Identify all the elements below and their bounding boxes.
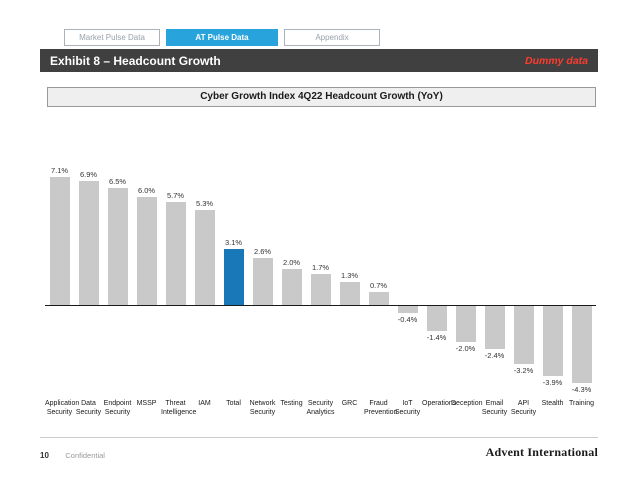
value-label: -0.4%	[397, 315, 418, 325]
chart-column: 5.3%	[190, 165, 219, 398]
value-label: 6.9%	[79, 169, 98, 179]
chart-column: 1.7%	[306, 165, 335, 398]
bar-data-security	[78, 180, 99, 305]
category-label: Endpoint Security	[103, 400, 132, 416]
chart-column: 6.9%	[74, 165, 103, 398]
category-label: Operations	[422, 400, 457, 407]
bar-api-security	[513, 306, 534, 364]
value-label: -2.4%	[484, 351, 505, 361]
category-label: Security Analytics	[306, 400, 335, 416]
bar-total	[223, 249, 244, 305]
bar-fraud-prevention	[368, 292, 389, 305]
chart-column: 7.1%	[45, 165, 74, 398]
chart-column: 6.0%	[132, 165, 161, 398]
chart-column: 1.3%	[335, 165, 364, 398]
value-label: -2.0%	[455, 344, 476, 353]
category-label: IoT Security	[394, 400, 421, 416]
footer-left: 10 Confidential	[40, 445, 105, 463]
category-axis: Application Security Data Security Endpoin…	[45, 400, 596, 418]
value-label: 2.0%	[282, 258, 301, 267]
value-label: 5.7%	[166, 191, 185, 201]
bar-endpoint-security	[107, 188, 128, 305]
chart-column: -2.4%	[480, 165, 509, 398]
bar-chart: 7.1% 6.9% 6.5% 6.0% 5.7% 5.3% 3.1% 2.6% 2.0% 1.7%…	[45, 165, 596, 398]
value-label: 6.0%	[137, 186, 156, 195]
category-label: Email Security	[481, 400, 508, 416]
confidential-label: Confidential	[65, 451, 105, 460]
chart-column: -1.4%	[422, 165, 451, 398]
chart-column: 2.6%	[248, 165, 277, 398]
tab-market-pulse-data[interactable]: Market Pulse Data	[64, 29, 160, 46]
chart-column: 2.0%	[277, 165, 306, 398]
category-label: API Security	[510, 400, 537, 416]
exhibit-header: Exhibit 8 – Headcount Growth Dummy data	[40, 49, 598, 72]
category-label: Threat Intelligence	[161, 400, 197, 416]
value-label: 3.1%	[224, 238, 243, 248]
value-label: 0.7%	[369, 281, 388, 291]
value-label: 6.5%	[108, 177, 127, 186]
category-label: IAM	[198, 400, 211, 407]
chart-column: -2.0%	[451, 165, 480, 398]
value-label: 7.1%	[50, 166, 69, 176]
dummy-data-watermark: Dummy data	[524, 54, 588, 67]
footer: 10 Confidential Advent International	[40, 437, 598, 463]
value-label: 1.7%	[311, 263, 330, 273]
bar-testing	[281, 269, 302, 305]
chart-column: -3.2%	[509, 165, 538, 398]
category-label: Fraud Prevention	[364, 400, 398, 416]
category-label: Testing	[280, 400, 303, 407]
chart-column: -0.4%	[393, 165, 422, 398]
bar-grc	[339, 281, 360, 305]
bar-operations	[426, 306, 447, 332]
bar-training	[571, 306, 592, 384]
brand-logo: Advent International	[485, 445, 598, 459]
value-label: -3.9%	[542, 378, 563, 388]
category-label: GRC	[341, 400, 358, 407]
category-label: Deception	[451, 400, 483, 407]
value-label: 1.3%	[340, 270, 359, 280]
category-label: Stealth	[541, 400, 564, 407]
value-label: -4.3%	[571, 385, 592, 395]
category-label: MSSP	[136, 400, 157, 407]
value-label: -1.4%	[426, 333, 447, 343]
bar-application-security	[49, 177, 70, 305]
bar-mssp	[136, 197, 157, 305]
category-label: Data Security	[75, 400, 102, 416]
chart-title: Cyber Growth Index 4Q22 Headcount Growth…	[47, 87, 596, 107]
bar-network-security	[252, 258, 273, 305]
tab-appendix[interactable]: Appendix	[284, 29, 380, 46]
value-label: 5.3%	[195, 198, 214, 208]
chart-column: -4.3%	[567, 165, 596, 398]
tab-bar: Market Pulse Data AT Pulse Data Appendix	[64, 29, 380, 46]
page-title: Exhibit 8 – Headcount Growth	[50, 53, 221, 68]
bar-security-analytics	[310, 274, 331, 305]
category-label: Application Security	[45, 400, 80, 416]
value-label: -3.2%	[513, 365, 534, 375]
bar-deception	[455, 306, 476, 342]
chart-column: 5.7%	[161, 165, 190, 398]
bar-stealth	[542, 306, 563, 377]
category-label: Training	[568, 400, 595, 407]
category-label: Network Security	[249, 400, 276, 416]
bar-threat-intelligence	[165, 202, 186, 305]
chart-column: -3.9%	[538, 165, 567, 398]
bar-iam	[194, 209, 215, 305]
chart-column: 0.7%	[364, 165, 393, 398]
tab-at-pulse-data[interactable]: AT Pulse Data	[166, 29, 278, 46]
chart-column: 6.5%	[103, 165, 132, 398]
page-number: 10	[40, 451, 49, 460]
chart-column: 3.1%	[219, 165, 248, 398]
bar-email-security	[484, 306, 505, 350]
value-label: 2.6%	[253, 247, 272, 257]
category-label: Total	[226, 400, 241, 407]
bar-iot-security	[397, 306, 418, 314]
